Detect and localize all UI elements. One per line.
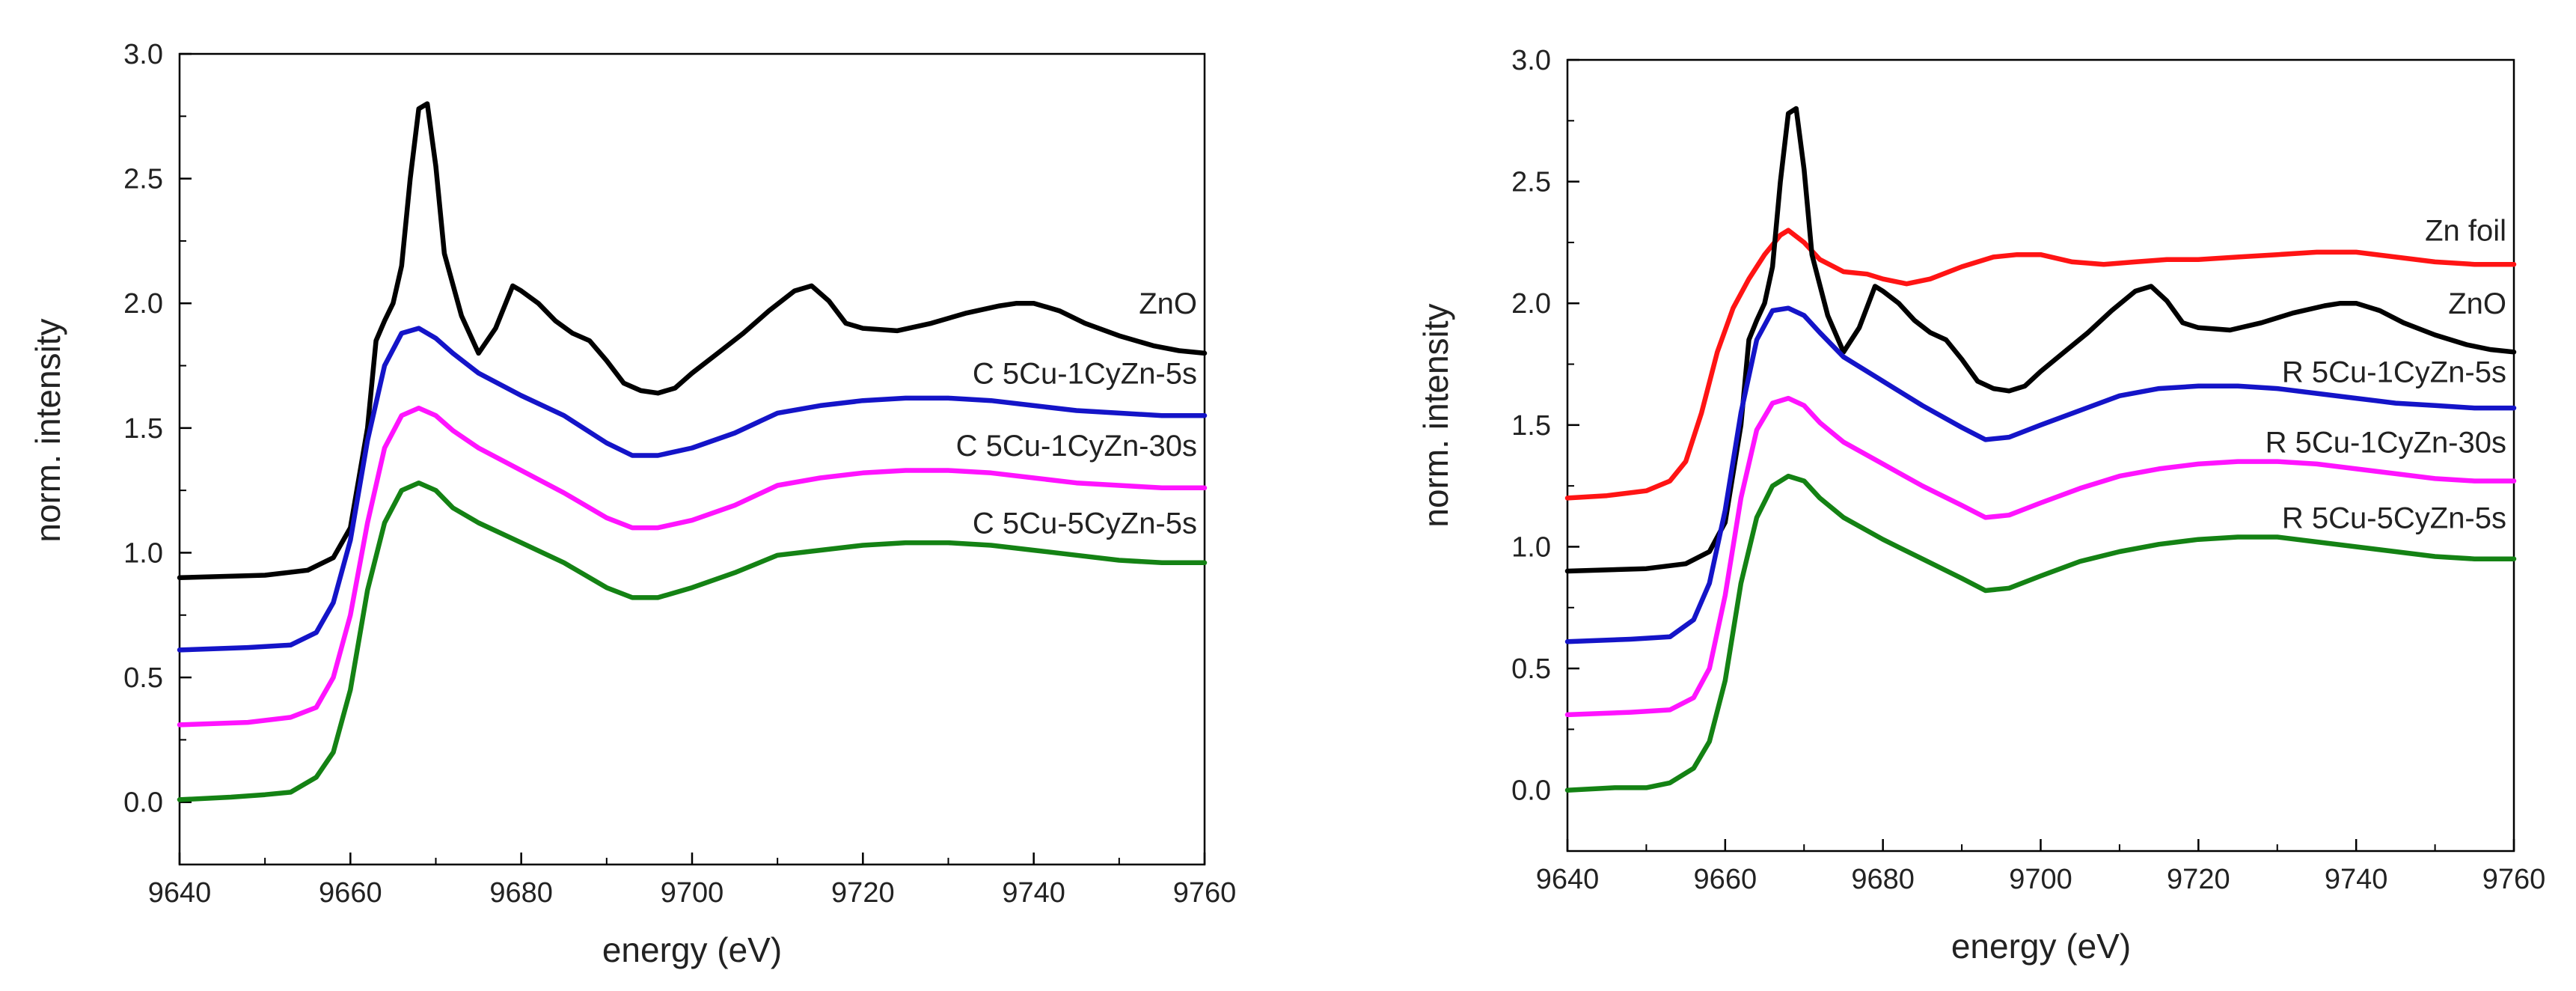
series-line: [1564, 228, 2517, 501]
x-tick-label: 9680: [489, 877, 553, 909]
series-line: [1564, 395, 2517, 718]
y-tick-label: 1.5: [123, 413, 163, 445]
x-tick-label: 9740: [2325, 864, 2388, 895]
y-tick-label: 3.0: [123, 39, 163, 70]
series-line: [1564, 473, 2517, 793]
series-label: ZnO: [2448, 287, 2506, 320]
series-line: [177, 480, 1208, 802]
chart-panel-right: norm. intensity energy (eV) 9640 9660 9680…: [1416, 45, 2545, 966]
series-label: Zn foil: [2425, 215, 2506, 248]
x-tick-label: 9660: [319, 877, 382, 909]
x-axis-title: energy (eV): [602, 930, 782, 969]
x-tick-label: 9660: [1694, 864, 1757, 895]
series-label: C 5Cu-5CyZn-5s: [973, 507, 1197, 540]
y-tick-label: 2.0: [1511, 288, 1551, 320]
x-tick-label: 9680: [1851, 864, 1915, 895]
x-tick-label: 9640: [148, 877, 212, 909]
series-label: R 5Cu-5CyZn-5s: [2282, 501, 2506, 534]
x-axis-title: energy (eV): [1951, 927, 2131, 966]
y-tick-label: 0.0: [1511, 775, 1551, 807]
x-tick-label: 9700: [661, 877, 724, 909]
y-tick-label: 3.0: [1511, 45, 1551, 76]
series-label: C 5Cu-1CyZn-30s: [956, 430, 1197, 463]
y-tick-label: 2.5: [1511, 167, 1551, 198]
x-tick-label: 9720: [2167, 864, 2230, 895]
x-tick-label: 9640: [1536, 864, 1600, 895]
y-tick-label: 2.5: [123, 164, 163, 195]
y-tick-label: 1.5: [1511, 410, 1551, 442]
y-tick-label: 1.0: [123, 537, 163, 569]
series-line: [1564, 106, 2517, 574]
series-line: [177, 326, 1208, 653]
x-tick-label: 9740: [1002, 877, 1065, 909]
series-line: [177, 101, 1208, 581]
x-tick-label: 9720: [831, 877, 895, 909]
chart-panel-left: norm. intensity energy (eV) 9640 9660 9680…: [28, 39, 1236, 969]
y-tick-label: 1.0: [1511, 531, 1551, 563]
series-label: R 5Cu-1CyZn-5s: [2282, 356, 2506, 388]
x-tick-label: 9700: [2009, 864, 2072, 895]
x-tick-label: 9760: [1173, 877, 1237, 909]
series-label: ZnO: [1139, 287, 1197, 320]
y-tick-label: 2.0: [123, 288, 163, 320]
y-tick-label: 0.5: [123, 662, 163, 694]
y-tick-label: 0.0: [123, 787, 163, 819]
x-tick-label: 9760: [2482, 864, 2546, 895]
y-axis-title: norm. intensity: [1416, 303, 1455, 527]
series-label: C 5Cu-1CyZn-5s: [973, 358, 1197, 391]
y-axis-title: norm. intensity: [28, 318, 67, 542]
y-tick-label: 0.5: [1511, 653, 1551, 685]
series-line: [177, 405, 1208, 728]
series-line: [1564, 305, 2517, 644]
series-label: R 5Cu-1CyZn-30s: [2266, 427, 2506, 460]
